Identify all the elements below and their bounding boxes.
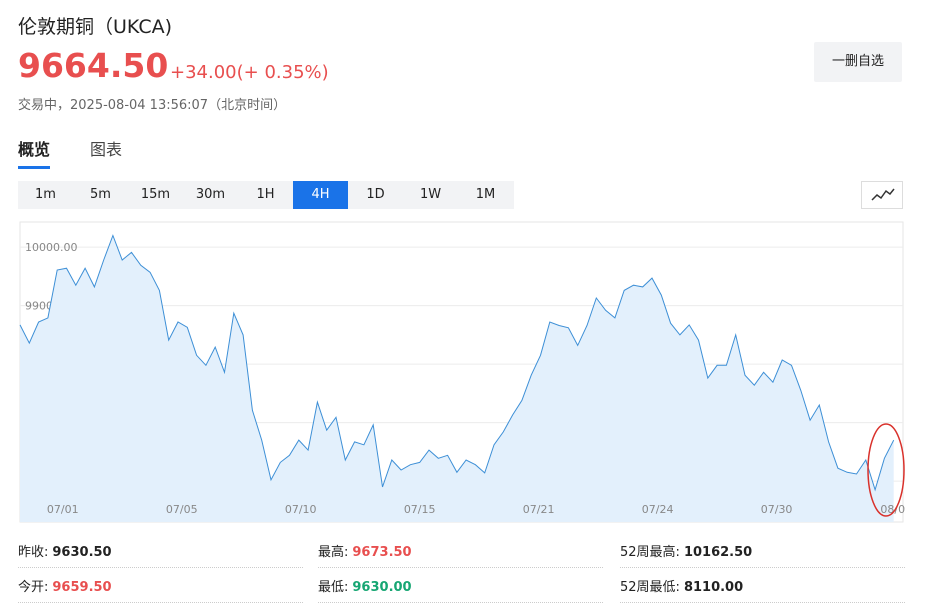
separator <box>18 602 303 603</box>
stat: 最高: 9673.50 <box>318 541 412 560</box>
interval[interactable]: 1W <box>419 187 442 202</box>
x-tick-label: 07/21 <box>523 503 555 516</box>
separator <box>18 567 303 568</box>
stat-value: 9673.50 <box>352 545 412 560</box>
stat-label: 最低: <box>318 580 349 595</box>
status: 交易中，2025-08-04 13:56:07（北京时间） <box>18 98 287 113</box>
separator <box>318 567 603 568</box>
stat: 52周最高: 10162.50 <box>620 541 752 560</box>
stat-value: 10162.50 <box>683 545 753 560</box>
change: +34.00(+ 0.35%) <box>170 62 329 83</box>
highlight-circle <box>867 423 905 517</box>
y-tick-label: 10000.00 <box>25 241 78 254</box>
x-tick-label: 07/10 <box>285 503 317 516</box>
x-tick-label: 07/01 <box>47 503 79 516</box>
x-tick-label: 07/15 <box>404 503 436 516</box>
x-tick-label: 07/05 <box>166 503 198 516</box>
stat: 最低: 9630.00 <box>318 576 412 595</box>
interval[interactable]: 1D <box>366 187 385 202</box>
x-tick-label: 08/0 <box>880 503 905 516</box>
stat-label: 52周最高: <box>620 545 680 560</box>
separator <box>620 602 905 603</box>
stat-label: 最高: <box>318 545 349 560</box>
stat: 今开: 9659.50 <box>18 576 112 595</box>
interval[interactable]: 4H <box>293 181 348 209</box>
x-tick-label: 07/24 <box>642 503 674 516</box>
stat-label: 52周最低: <box>620 580 680 595</box>
stat: 昨收: 9630.50 <box>18 541 112 560</box>
stat-label: 昨收: <box>18 545 49 560</box>
separator <box>318 602 603 603</box>
remove-watchlist-button[interactable]: 一删自选 <box>814 42 902 82</box>
chart-type-button[interactable] <box>861 181 903 209</box>
icon <box>871 188 895 201</box>
stat-value: 9659.50 <box>52 580 112 595</box>
area-fill <box>20 235 894 522</box>
interval[interactable]: 30m <box>195 187 226 202</box>
stat-value: 9630.00 <box>352 580 412 595</box>
interval[interactable]: 1m <box>35 187 56 202</box>
tab[interactable]: 图表 <box>90 140 123 159</box>
interval[interactable]: 5m <box>90 187 111 202</box>
interval[interactable]: 1M <box>475 187 496 202</box>
price-line <box>19 234 895 492</box>
price: 9664.50 <box>18 46 169 85</box>
interval-bar: 1m 5m 15m 30m 1H 4H 1D 1W 1M <box>18 181 514 209</box>
stat-value: 9630.50 <box>52 545 112 560</box>
tab[interactable]: 概览 <box>18 136 51 169</box>
stat: 52周最低: 8110.00 <box>620 576 743 595</box>
stat-value: 8110.00 <box>683 580 744 595</box>
chart: 9600.009700.009800.009900.0010000.0007/0… <box>19 221 905 523</box>
stat-label: 今开: <box>18 580 49 595</box>
separator <box>620 567 905 568</box>
x-tick-label: 07/30 <box>761 503 793 516</box>
interval[interactable]: 1H <box>256 187 275 202</box>
interval[interactable]: 15m <box>140 187 171 202</box>
title: 伦敦期铜（UKCA) <box>18 16 173 38</box>
